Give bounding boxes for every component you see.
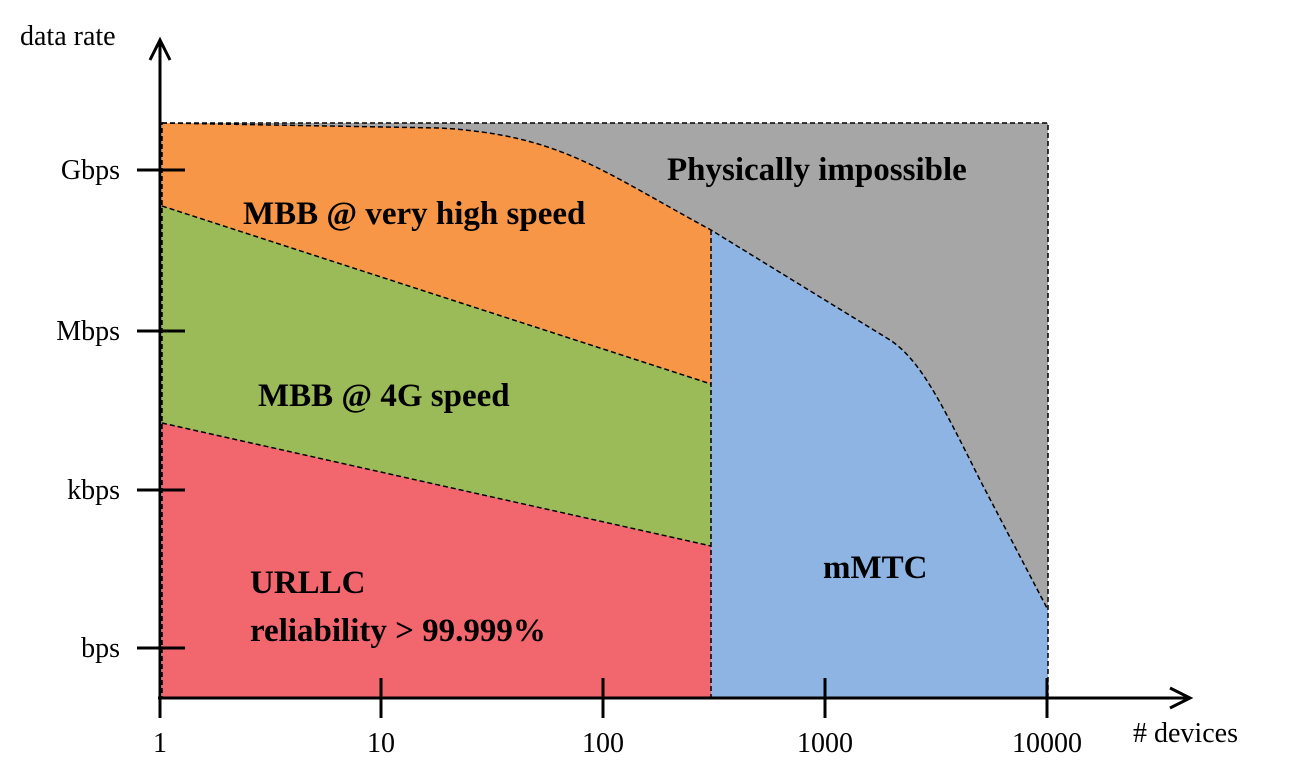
boundary-mbb (161, 205, 712, 385)
y-tick-label: bps (81, 633, 120, 664)
x-axis-label: # devices (1133, 718, 1238, 749)
y-tick-label: Mbps (56, 316, 120, 347)
label-mmtc: mMTC (823, 550, 927, 586)
y-axis-label: data rate (20, 21, 116, 52)
label-mbb-4g-speed: MBB @ 4G speed (258, 378, 510, 414)
axes (137, 36, 1194, 718)
boundary-urllc (161, 422, 712, 547)
label-urllc-reliability: reliability > 99.999% (250, 613, 546, 649)
capacity-boundary (161, 122, 1049, 611)
x-tick-label: 10 (367, 728, 395, 759)
y-tick-label: kbps (67, 475, 120, 506)
x-tick-label: 100 (582, 728, 624, 759)
label-mbb-very-high-speed: MBB @ very high speed (243, 196, 585, 232)
y-tick-label: Gbps (61, 155, 120, 186)
label-urllc: URLLC (250, 565, 366, 601)
label-physically-impossible: Physically impossible (667, 152, 967, 188)
x-tick-label: 1 (153, 728, 167, 759)
region-mmtc (711, 230, 1048, 698)
x-tick-label: 1000 (797, 728, 853, 759)
x-tick-label: 10000 (1012, 728, 1082, 759)
region-urllc (162, 423, 711, 698)
region-mbb-very-high-speed (162, 123, 711, 384)
region-mbb-4g-speed (162, 206, 711, 546)
